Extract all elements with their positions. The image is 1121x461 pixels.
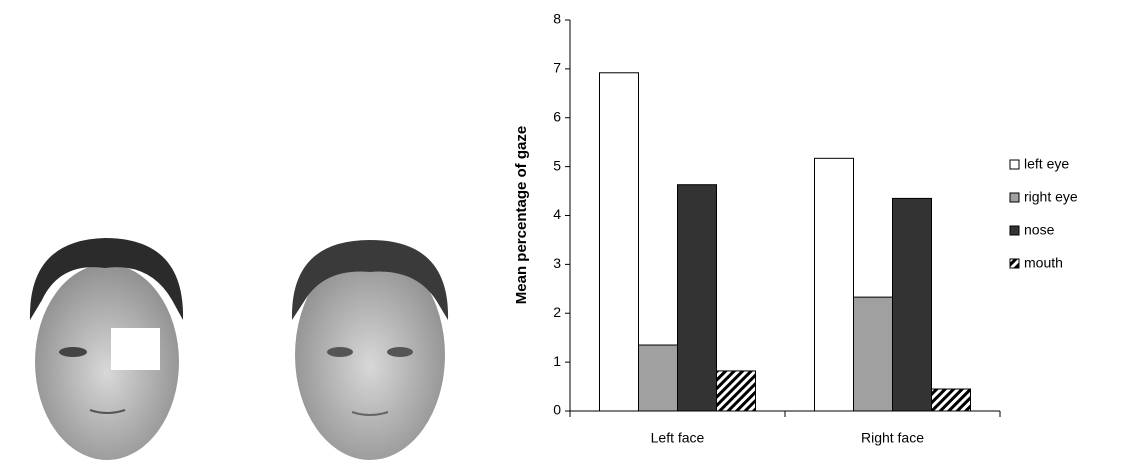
right-face-image [291,240,449,460]
bar [814,157,854,412]
x-tick-label: Right face [861,430,924,446]
y-tick-label: 6 [553,108,561,124]
bar [638,344,678,412]
legend-label: mouth [1024,255,1063,271]
y-tick-label: 5 [553,157,561,173]
left-face-image [29,238,184,460]
bar [931,388,971,412]
legend-label: nose [1024,222,1055,238]
bar [892,197,932,412]
y-tick-label: 2 [553,304,561,320]
bar [853,296,893,412]
legend-swatch [1009,192,1020,203]
y-tick-label: 8 [553,11,561,27]
y-tick-label: 1 [553,353,561,369]
bar [677,184,717,412]
y-tick-label: 0 [553,402,561,418]
legend-swatch [1009,159,1020,170]
legend-swatch [1009,258,1020,269]
y-axis-label: Mean percentage of gaze [513,126,530,304]
bar [599,72,639,412]
x-tick-label: Left face [651,430,705,446]
y-tick-label: 4 [553,206,561,222]
bar [716,370,756,412]
y-tick-label: 7 [553,60,561,76]
legend-label: right eye [1024,189,1078,205]
legend-swatch [1009,225,1020,236]
legend-label: left eye [1024,156,1069,172]
y-tick-label: 3 [553,255,561,271]
